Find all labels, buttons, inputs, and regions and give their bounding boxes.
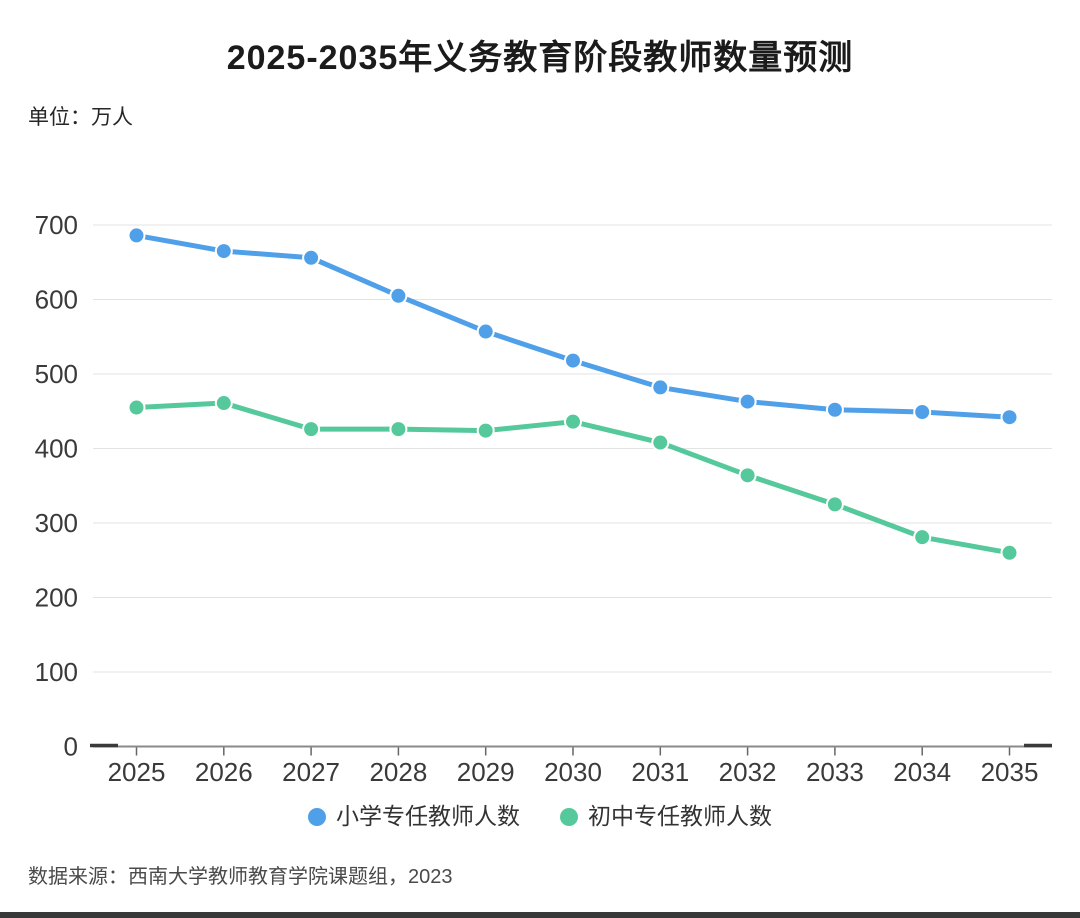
- legend-dot-icon: [308, 807, 326, 826]
- series-line-0: [134, 232, 1012, 420]
- x-axis-label: 2032: [719, 757, 777, 787]
- x-axis-label: 2028: [369, 757, 427, 787]
- x-axis-label: 2034: [893, 757, 951, 787]
- data-point: [476, 421, 495, 440]
- data-point: [389, 420, 408, 439]
- data-point: [651, 378, 670, 397]
- source-note: 数据来源：西南大学教师教育学院课题组，2023: [28, 866, 453, 888]
- unit-label: 单位：万人: [28, 106, 133, 129]
- legend-label: 初中专任教师人数: [588, 803, 772, 829]
- data-point: [302, 420, 321, 439]
- y-axis-label: 300: [35, 508, 78, 538]
- x-axis-label: 2029: [457, 757, 515, 787]
- chart-title: 2025-2035年义务教育阶段教师数量预测: [226, 39, 854, 77]
- y-axis-label: 500: [35, 359, 78, 389]
- data-point: [913, 528, 932, 547]
- legend-dot-icon: [560, 807, 578, 826]
- data-point: [651, 433, 670, 452]
- chart-legend: 小学专任教师人数 初中专任教师人数: [0, 802, 1080, 832]
- y-axis-label: 700: [35, 210, 78, 240]
- data-point: [564, 412, 582, 431]
- y-axis-label: 400: [35, 434, 78, 464]
- legend-item-0[interactable]: 小学专任教师人数: [308, 802, 520, 832]
- data-point: [564, 351, 582, 370]
- legend-label: 小学专任教师人数: [336, 803, 520, 829]
- y-axis-label: 100: [35, 657, 78, 687]
- data-point: [825, 400, 844, 419]
- x-axis-label: 2030: [544, 757, 602, 787]
- x-axis-label: 2031: [631, 757, 689, 787]
- data-point: [127, 398, 146, 417]
- data-point: [738, 466, 757, 485]
- data-point: [825, 495, 844, 514]
- x-axis-label: 2025: [108, 757, 166, 787]
- data-point: [214, 242, 233, 261]
- data-point: [913, 402, 932, 421]
- x-axis-label: 2033: [806, 757, 864, 787]
- data-point: [1000, 543, 1019, 562]
- x-axis-label: 2027: [282, 757, 340, 787]
- bottom-bar: [0, 912, 1080, 918]
- data-point: [476, 322, 495, 341]
- y-axis-label: 200: [35, 583, 78, 613]
- y-axis-label: 600: [35, 285, 78, 315]
- legend-item-1[interactable]: 初中专任教师人数: [560, 802, 772, 832]
- y-axis-label: 0: [64, 732, 78, 762]
- data-point: [389, 286, 408, 305]
- data-point: [302, 248, 321, 267]
- x-axis-label: 2035: [981, 757, 1039, 787]
- data-point: [214, 394, 233, 413]
- data-point: [1000, 408, 1019, 427]
- x-axis-label: 2026: [195, 757, 253, 787]
- data-point: [738, 392, 757, 411]
- data-point: [127, 226, 146, 245]
